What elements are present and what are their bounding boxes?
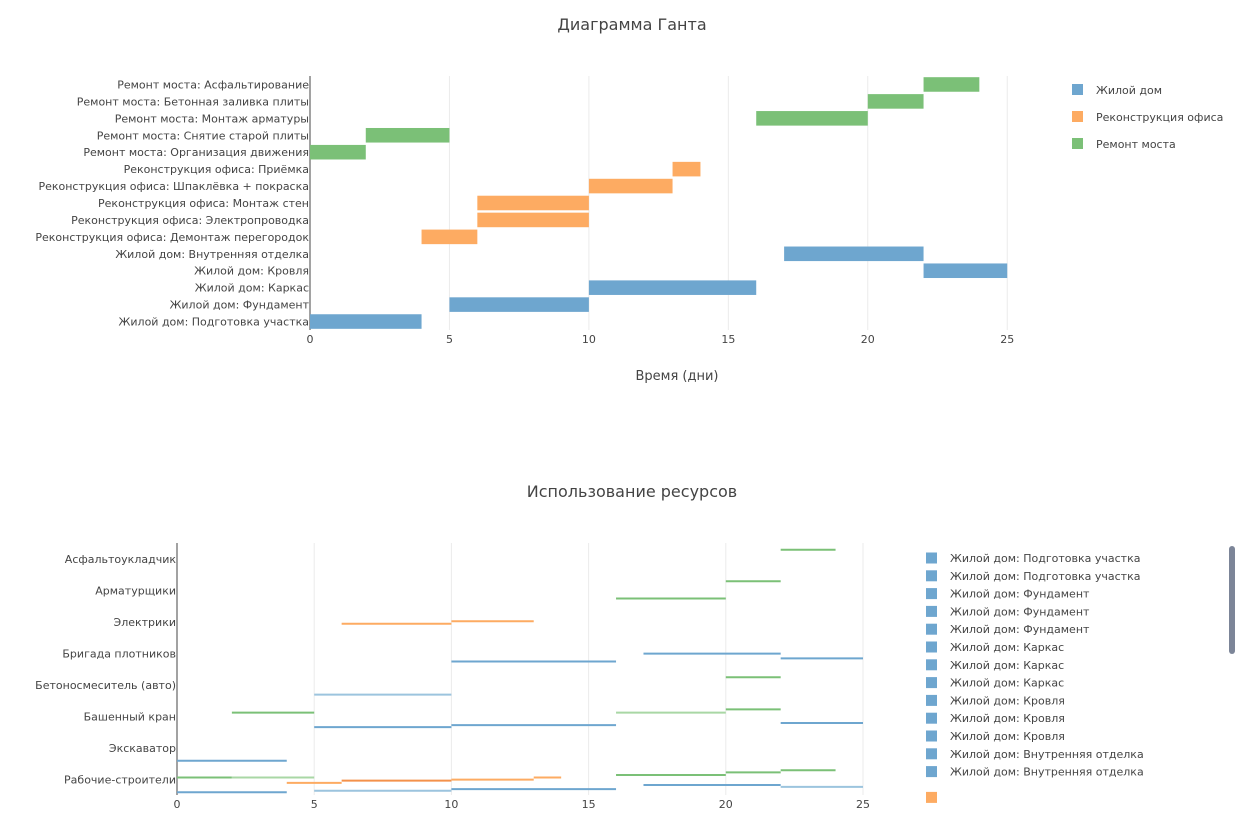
- gantt-y-tick-label: Реконструкция офиса: Приёмка: [124, 163, 309, 176]
- gantt-legend-label: Реконструкция офиса: [1096, 111, 1223, 124]
- gantt-y-tick-label: Жилой дом: Фундамент: [170, 299, 310, 312]
- resource-y-tick-label: Рабочие-строители: [64, 773, 176, 786]
- resource-x-tick-label: 10: [444, 798, 458, 811]
- gantt-y-tick-label: Ремонт моста: Монтаж арматуры: [115, 112, 309, 125]
- gantt-bar-жилой-дом-каркас: [588, 280, 757, 295]
- gantt-bar-ремонт-моста-бетонная-заливка-плиты: [867, 94, 924, 109]
- resource-legend-swatch-7: [926, 677, 937, 689]
- resource-x-tick-label: 5: [311, 798, 318, 811]
- resource-legend-label: Жилой дом: Фундамент: [950, 623, 1090, 636]
- resource-y-tick-label: Экскаватор: [109, 742, 176, 755]
- gantt-x-tick-label: 15: [721, 333, 735, 346]
- resource-legend-label: Жилой дом: Фундамент: [950, 588, 1090, 601]
- gantt-y-tick-label: Жилой дом: Кровля: [194, 265, 309, 278]
- gantt-y-tick-label: Ремонт моста: Бетонная заливка плиты: [77, 95, 309, 108]
- resource-legend-label: Жилой дом: Внутренняя отделка: [950, 748, 1144, 761]
- resource-legend-label: Жилой дом: Подготовка участка: [950, 552, 1140, 565]
- resource-y-tick-label: Башенный кран: [84, 710, 176, 723]
- resource-legend-swatch-5: [926, 641, 937, 653]
- gantt-y-tick-label: Жилой дом: Внутренняя отделка: [115, 248, 309, 261]
- resource-y-tick-label: Бригада плотников: [62, 647, 176, 660]
- resource-legend-swatch-4: [926, 623, 937, 635]
- resource-x-tick-label: 0: [174, 798, 181, 811]
- gantt-x-tick-label: 10: [582, 333, 596, 346]
- gantt-y-tick-label: Реконструкция офиса: Шпаклёвка + покраск…: [38, 180, 309, 193]
- resource-legend-swatch-1: [926, 570, 937, 582]
- resource-legend-swatch-6: [926, 659, 937, 671]
- gantt-x-tick-label: 5: [446, 333, 453, 346]
- resource-x-tick-label: 20: [719, 798, 733, 811]
- resource-y-tick-label: Арматурщики: [95, 584, 176, 597]
- resource-legend-label: Жилой дом: Каркас: [950, 641, 1064, 654]
- gantt-bar-ремонт-моста-монтаж-арматуры: [756, 111, 868, 126]
- gantt-y-tick-label: Реконструкция офиса: Монтаж стен: [98, 197, 309, 210]
- resource-legend-label: Жилой дом: Кровля: [950, 730, 1065, 743]
- gantt-y-tick-label: Жилой дом: Каркас: [195, 282, 309, 295]
- gantt-title: Диаграмма Ганта: [557, 15, 706, 34]
- legend-scrollbar[interactable]: [1229, 546, 1235, 654]
- gantt-legend-label: Жилой дом: [1096, 84, 1162, 97]
- resource-legend-swatch-2: [926, 588, 937, 600]
- gantt-legend-label: Ремонт моста: [1096, 138, 1176, 151]
- resource-usage-chart: Использование ресурсов 0 5 10 15 20 25 Рабочие…: [35, 482, 1144, 811]
- resource-y-tick-label: Бетоносмеситель (авто): [35, 679, 176, 692]
- gantt-bar-реконструкция-офиса-монтаж-стен: [477, 195, 589, 211]
- resource-legend-swatch-13: [926, 791, 937, 803]
- gantt-bar-жилой-дом-подготовка-участка: [310, 314, 422, 329]
- gantt-y-tick-label: Ремонт моста: Асфальтирование: [117, 78, 309, 91]
- resource-legend-label: Жилой дом: Внутренняя отделка: [950, 766, 1144, 779]
- gantt-bar-ремонт-моста-асфальтирование: [923, 77, 980, 92]
- resource-legend-label: Жилой дом: Кровля: [950, 694, 1065, 707]
- gantt-bar-ремонт-моста-снятие-старой-плиты: [365, 127, 450, 143]
- resource-y-tick-label: Асфальтоукладчик: [65, 553, 177, 566]
- resource-legend-swatch-9: [926, 712, 937, 724]
- gantt-x-tick-label: 25: [1000, 333, 1014, 346]
- gantt-legend-swatch-1: [1072, 111, 1083, 122]
- gantt-bar-реконструкция-офиса-приёмка: [672, 161, 701, 177]
- resource-legend-swatch-12: [926, 766, 937, 778]
- resource-x-tick-label: 15: [582, 798, 596, 811]
- resource-y-tick-label: Электрики: [114, 616, 176, 629]
- resource-legend-label: Жилой дом: Подготовка участка: [950, 570, 1140, 583]
- resource-x-tick-label: 25: [856, 798, 870, 811]
- resource-legend-swatch-0: [926, 552, 937, 564]
- resource-legend-swatch-10: [926, 730, 937, 742]
- gantt-x-tick-label: 0: [307, 333, 314, 346]
- gantt-y-tick-label: Реконструкция офиса: Электропроводка: [71, 214, 309, 227]
- gantt-x-axis-label: Время (дни): [635, 369, 718, 384]
- resource-legend-swatch-11: [926, 748, 937, 760]
- resource-legend-swatch-8: [926, 694, 937, 706]
- gantt-y-tick-label: Реконструкция офиса: Демонтаж перегородо…: [35, 231, 309, 244]
- gantt-y-tick-label: Ремонт моста: Организация движения: [83, 146, 309, 159]
- resource-legend-swatch-3: [926, 605, 937, 617]
- resource-title: Использование ресурсов: [527, 482, 737, 501]
- gantt-x-tick-label: 20: [861, 333, 875, 346]
- gantt-bar-реконструкция-офиса-демонтаж-перегородок: [421, 229, 478, 245]
- resource-legend-label: Жилой дом: Каркас: [950, 659, 1064, 672]
- gantt-bar-реконструкция-офиса-электропроводка: [477, 212, 589, 228]
- gantt-bar-реконструкция-офиса-шпаклёвка-покраска: [588, 178, 673, 194]
- gantt-y-tick-label: Жилой дом: Подготовка участка: [119, 316, 309, 329]
- gantt-bar-жилой-дом-внутренняя-отделка: [784, 246, 924, 262]
- gantt-y-tick-label: Ремонт моста: Снятие старой плиты: [97, 129, 309, 142]
- resource-legend-label: Жилой дом: Фундамент: [950, 605, 1090, 618]
- resource-legend-label: Жилой дом: Каркас: [950, 677, 1064, 690]
- gantt-chart: Диаграмма Ганта Время (дни) 0 5 10 15 20 25 Жи…: [35, 15, 1223, 384]
- gantt-legend-swatch-2: [1072, 138, 1083, 149]
- gantt-legend-swatch-0: [1072, 84, 1083, 95]
- gantt-bar-ремонт-моста-организация-движения: [310, 144, 366, 160]
- gantt-bar-жилой-дом-кровля: [923, 263, 1008, 279]
- gantt-bar-жилой-дом-фундамент: [449, 297, 589, 312]
- legend-scrollbar-thumb[interactable]: [1229, 546, 1235, 654]
- resource-legend-label: Жилой дом: Кровля: [950, 712, 1065, 725]
